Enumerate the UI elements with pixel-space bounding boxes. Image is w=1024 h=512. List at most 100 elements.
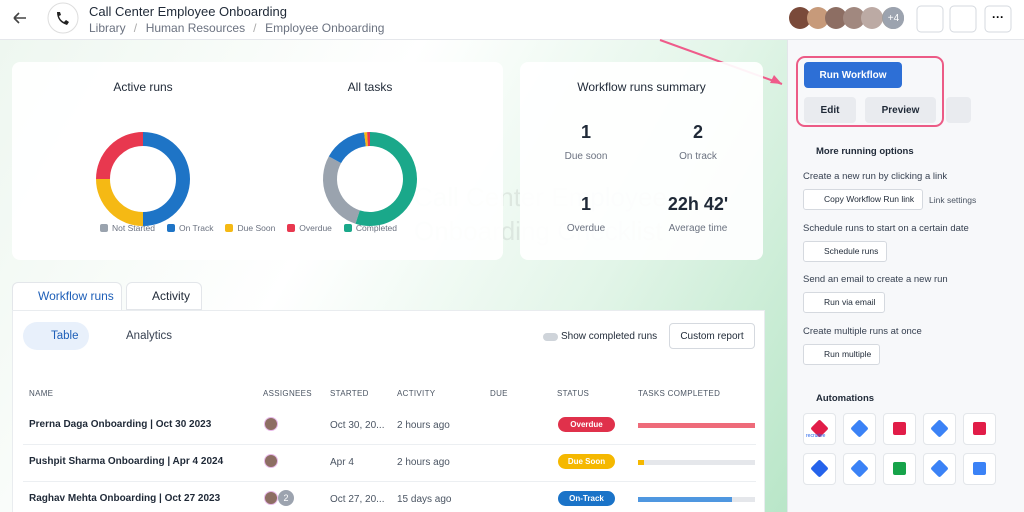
summary-card: Active runs All tasks Not Started On Track D… <box>12 62 503 260</box>
row-divider <box>23 481 756 482</box>
edit-button[interactable]: Edit <box>804 97 856 123</box>
automations-title: Automations <box>816 393 875 404</box>
run-name[interactable]: Raghav Mehta Onboarding | Oct 27 2023 <box>29 493 221 504</box>
donut-segment <box>142 132 190 226</box>
started: Oct 30, 20... <box>330 420 385 431</box>
option-button[interactable]: Run multiple <box>803 343 881 365</box>
donut-segment <box>355 132 417 226</box>
assign-button[interactable] <box>916 5 944 33</box>
page-title: Call Center Employee Onboarding <box>89 4 287 19</box>
runs-summary-title: Workflow runs summary <box>577 80 706 94</box>
integration-glyph <box>893 462 906 475</box>
assignee-avatar <box>264 491 278 505</box>
breadcrumb-separator: / <box>253 21 257 35</box>
donut-segment <box>96 178 144 226</box>
breadcrumb-separator: / <box>133 21 138 35</box>
phone-glyph <box>57 12 69 25</box>
integration-tile[interactable] <box>963 413 996 445</box>
assignee-avatar <box>264 454 278 468</box>
breadcrumb-item[interactable]: Employee Onboarding <box>265 21 385 35</box>
status-pill: On-Track <box>558 491 615 506</box>
tab-workflow-runs[interactable]: Workflow runs <box>38 289 114 303</box>
assignee-avatar <box>264 417 278 431</box>
integration-glyph <box>973 422 986 435</box>
option-button[interactable]: Run via email <box>803 292 885 313</box>
column-header: DUE <box>490 389 508 398</box>
progress-bar <box>638 423 755 428</box>
legend-swatch <box>225 224 234 232</box>
run-workflow-button[interactable]: Run Workflow <box>804 62 902 88</box>
progress-bar <box>638 497 732 502</box>
tab-inactive <box>126 282 202 310</box>
legend-label: Completed <box>355 223 398 233</box>
donut-segment <box>328 132 367 164</box>
option-button[interactable]: Schedule runs <box>803 240 888 262</box>
stat-label: Due soon <box>564 151 608 162</box>
stat-value: 1 <box>580 194 591 214</box>
activity: 2 hours ago <box>397 457 450 468</box>
tab-active <box>12 282 122 311</box>
view-analytics[interactable]: Analytics <box>126 330 173 342</box>
extra-assignees: 2 <box>278 490 294 506</box>
settings-button[interactable] <box>946 97 971 123</box>
legend-label: Overdue <box>299 223 332 233</box>
breadcrumb-item[interactable]: Human Resources <box>145 21 246 35</box>
tab-activity[interactable]: Activity <box>152 289 191 303</box>
started: Apr 4 <box>330 457 354 468</box>
activity: 15 days ago <box>397 494 452 505</box>
column-header: STATUS <box>557 389 590 398</box>
back-arrow[interactable] <box>13 12 26 24</box>
stat-value: 22h 42' <box>667 194 729 214</box>
option-link[interactable]: Link settings <box>929 195 977 205</box>
view-table[interactable]: Table <box>51 330 79 342</box>
option-text: Create a new run by clicking a link <box>803 171 948 182</box>
donut-chart <box>323 132 417 226</box>
stat-label: Average time <box>668 223 728 234</box>
phone-icon <box>47 2 79 34</box>
legend-label: Not Started <box>112 223 155 233</box>
option-text: Create multiple runs at once <box>803 325 922 337</box>
pointer-arrow-head <box>770 75 782 84</box>
breadcrumb-item[interactable]: Library <box>89 21 126 35</box>
toggle-switch[interactable] <box>543 333 558 341</box>
more-dots: ··· <box>992 10 1004 24</box>
run-name[interactable]: Prerna Daga Onboarding | Oct 30 2023 <box>29 419 212 430</box>
legend-label: Due Soon <box>237 223 276 233</box>
progress-bar <box>638 460 644 465</box>
view-pill-active <box>23 322 89 350</box>
activity: 2 hours ago <box>397 420 450 431</box>
share-button[interactable] <box>949 5 977 33</box>
donut-segment <box>323 156 361 224</box>
column-header: ACTIVITY <box>397 389 436 398</box>
option-text: Schedule runs to start on a certain date <box>803 222 969 234</box>
legend-swatch <box>100 224 108 232</box>
column-header: TASKS COMPLETED <box>638 389 721 398</box>
custom-report-button[interactable]: Custom report <box>669 323 755 349</box>
recruitee-label: recruitee <box>806 433 826 439</box>
legend-swatch <box>287 224 296 232</box>
highlight-box <box>796 56 944 127</box>
run-name[interactable]: Pushpit Sharma Onboarding | Apr 4 2024 <box>29 456 224 467</box>
more-button[interactable] <box>984 5 1012 33</box>
donut-segment <box>96 132 144 180</box>
integration-glyph <box>973 462 986 475</box>
column-header: STARTED <box>330 389 369 398</box>
stat-value: 2 <box>692 122 703 142</box>
progress-track <box>638 460 755 465</box>
status-pill: Due Soon <box>558 454 615 469</box>
more-running-options[interactable]: More running options <box>816 146 914 157</box>
legend-swatch <box>167 224 175 232</box>
stat-label: On track <box>679 151 717 162</box>
started: Oct 27, 20... <box>330 494 385 505</box>
preview-button[interactable]: Preview <box>865 97 936 123</box>
runs-summary-card: Workflow runs summary 1 Due soon 2 On track 1… <box>520 62 763 260</box>
stat-value: 1 <box>580 122 591 142</box>
row-divider <box>23 444 756 445</box>
column-header: NAME <box>29 389 54 398</box>
more-assignees: +4 <box>883 7 904 29</box>
legend-swatch <box>343 224 352 232</box>
stat-label: Overdue <box>566 223 606 234</box>
legend-label: On Track <box>179 223 214 233</box>
option-button[interactable]: Copy Workflow Run link <box>803 189 924 210</box>
